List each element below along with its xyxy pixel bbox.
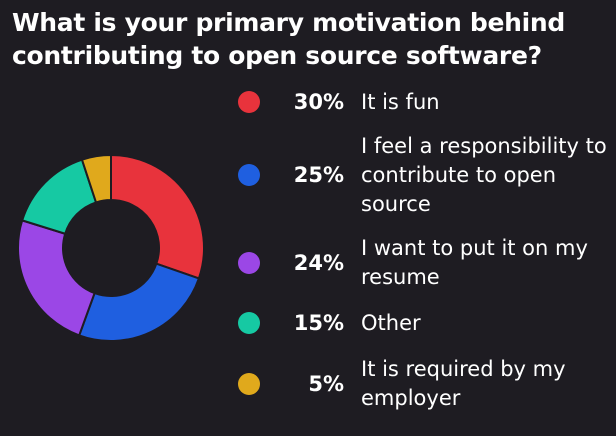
legend-item-other: 15% Other <box>230 309 616 337</box>
slice-it-is-fun <box>110 154 205 280</box>
legend-swatch-blue <box>238 164 260 186</box>
donut-chart <box>17 154 205 342</box>
legend-item-employer: 5% It is required by my employer <box>230 355 616 413</box>
legend: 30% It is fun 25% I feel a responsibilit… <box>230 0 616 436</box>
legend-item-responsibility: 25% I feel a responsibility to contribut… <box>230 132 616 219</box>
legend-label: It is fun <box>361 90 440 114</box>
legend-item-resume: 24% I want to put it on my resume <box>230 234 616 292</box>
legend-percent: 30% <box>293 90 344 114</box>
legend-percent: 24% <box>293 251 344 275</box>
legend-percent: 5% <box>308 372 344 396</box>
slice-responsibility <box>78 262 200 342</box>
legend-label: Other <box>361 311 421 335</box>
chart-title: What is your primary motivation behind c… <box>12 8 566 70</box>
legend-percent: 15% <box>293 311 344 335</box>
legend-percent: 25% <box>293 163 344 187</box>
slice-resume <box>17 219 96 337</box>
slice-employer <box>80 154 112 204</box>
legend-item-it-is-fun: 30% It is fun <box>230 88 616 116</box>
legend-swatch-teal <box>238 312 260 334</box>
legend-swatch-purple <box>238 252 260 274</box>
legend-label: I feel a responsibility to contribute to… <box>361 134 607 216</box>
legend-label: I want to put it on my resume <box>361 236 588 289</box>
legend-swatch-gold <box>238 373 260 395</box>
legend-label: It is required by my employer <box>361 357 566 410</box>
legend-swatch-red <box>238 91 260 113</box>
